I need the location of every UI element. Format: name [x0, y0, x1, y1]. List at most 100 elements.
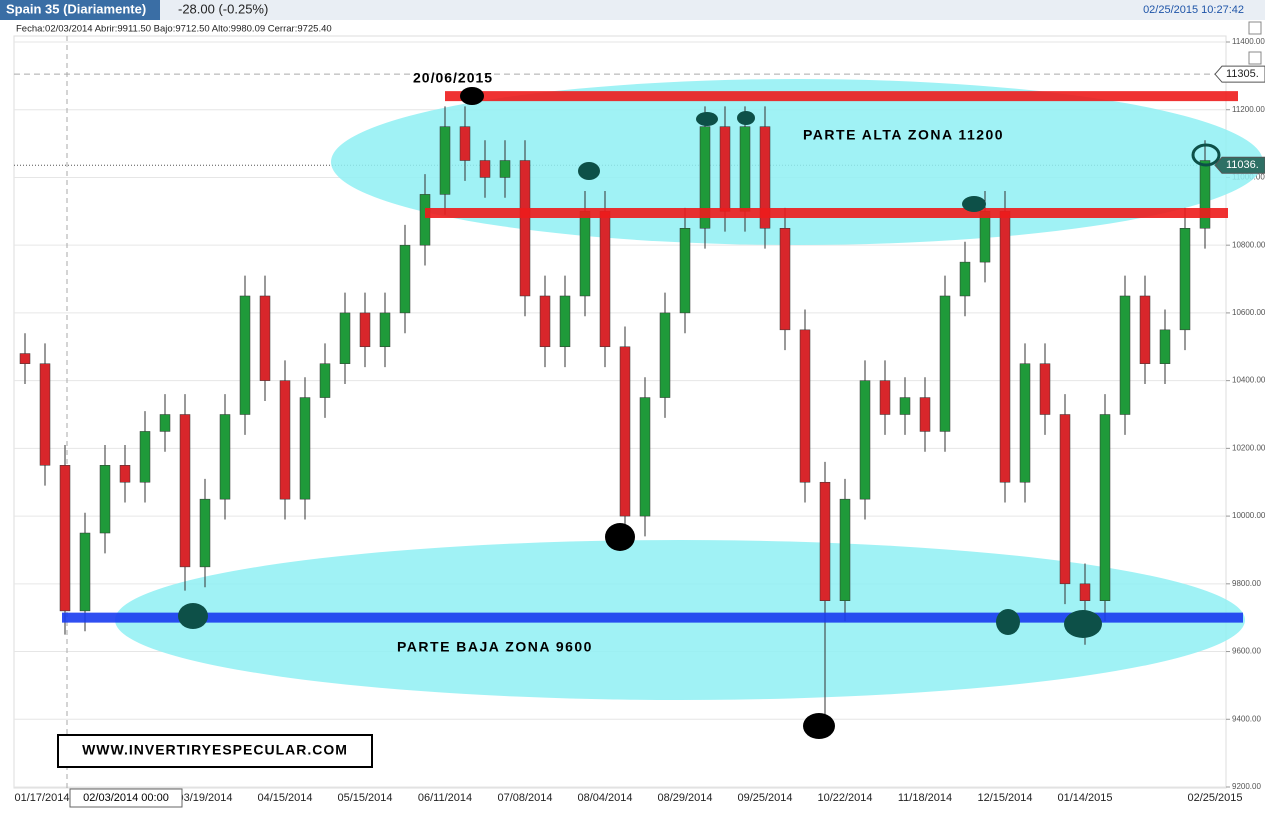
candle-body — [79, 532, 91, 612]
candle-body — [99, 465, 111, 534]
candle-body — [319, 363, 331, 398]
candle-body — [839, 498, 851, 601]
candle-body — [399, 244, 411, 314]
candle-body — [579, 211, 591, 297]
candle-body — [219, 414, 231, 500]
y-tick-label: 9600.00 — [1232, 647, 1261, 656]
symbol-tab — [0, 0, 160, 20]
y-tick-label: 11200.00 — [1232, 105, 1265, 114]
candle-body — [919, 397, 931, 432]
candle-body — [619, 346, 631, 517]
y-tick-label: 9800.00 — [1232, 579, 1261, 588]
marker — [737, 111, 755, 125]
candle-body — [279, 380, 291, 500]
marker — [460, 87, 484, 105]
upper-zone — [331, 79, 1263, 245]
candle-body — [779, 228, 791, 331]
candle-body — [859, 380, 871, 500]
annotation: PARTE BAJA ZONA 9600 — [397, 639, 593, 655]
x-tick-label: 07/08/2014 — [497, 792, 552, 804]
watermark-box — [57, 734, 373, 768]
marker — [178, 603, 208, 629]
candle-body — [979, 211, 991, 263]
candle-body — [499, 160, 511, 178]
candle-body — [1179, 228, 1191, 331]
candle-body — [359, 312, 371, 348]
candle-body — [939, 295, 951, 432]
candle-body — [1119, 295, 1131, 415]
candle-body — [479, 160, 491, 178]
x-tick-label: 11/18/2014 — [898, 792, 952, 804]
crosshair-label: 02/03/2014 00:00 — [83, 792, 169, 804]
candle-body — [1079, 583, 1091, 601]
candle-body — [39, 363, 51, 466]
candle-body — [519, 160, 531, 297]
candle-body — [899, 397, 911, 415]
marker — [578, 162, 600, 180]
info-line: Fecha:02/03/2014 Abrir:9911.50 Bajo:9712… — [16, 24, 332, 35]
candle-body — [259, 295, 271, 381]
plot-frame — [13, 35, 1227, 789]
x-tick-label: 05/15/2014 — [337, 792, 392, 804]
annotation: PARTE ALTA ZONA 11200 — [803, 127, 1004, 143]
candle-body — [639, 397, 651, 517]
candle-body — [1059, 414, 1071, 585]
y-tick-label: 9400.00 — [1232, 714, 1261, 723]
marker — [803, 713, 835, 739]
header-bar — [0, 0, 1265, 20]
y-tick-label: 10400.00 — [1232, 376, 1265, 385]
x-tick-label: 01/14/2015 — [1057, 792, 1112, 804]
price-tag-label: 11036. — [1226, 159, 1259, 171]
candle-body — [719, 126, 731, 212]
candle-body — [339, 312, 351, 364]
candle-body — [999, 211, 1011, 483]
candle-body — [1019, 363, 1031, 483]
candle-body — [1039, 363, 1051, 415]
candle-body — [459, 126, 471, 161]
x-tick-label: 03/19/2014 — [177, 792, 232, 804]
candle-body — [819, 481, 831, 601]
candle-body — [239, 295, 251, 415]
y-tick-label: 11400.00 — [1232, 37, 1265, 46]
marker — [696, 112, 718, 126]
candle-body — [159, 414, 171, 432]
marker — [605, 523, 635, 551]
candle-body — [1199, 160, 1211, 229]
marker — [996, 609, 1020, 635]
change: -28.00 (-0.25%) — [178, 1, 268, 16]
candle-body — [559, 295, 571, 348]
x-tick-label: 09/25/2014 — [737, 792, 792, 804]
candle-body — [799, 329, 811, 483]
x-tick-label: 10/22/2014 — [817, 792, 872, 804]
marker — [1191, 143, 1221, 167]
candle-body — [299, 397, 311, 500]
candle-body — [139, 431, 151, 483]
price-tag — [1214, 65, 1265, 83]
candle-body — [599, 211, 611, 348]
marker — [962, 196, 986, 212]
candle-body — [179, 414, 191, 568]
candle-body — [759, 126, 771, 229]
y-tick-label: 10200.00 — [1232, 443, 1265, 452]
y-tick-label: 10600.00 — [1232, 308, 1265, 317]
candle-body — [1159, 329, 1171, 364]
x-tick-label: 08/04/2014 — [577, 792, 632, 804]
x-tick-label: 01/17/2014 — [14, 792, 69, 804]
candle-body — [199, 498, 211, 568]
candle-body — [419, 194, 431, 246]
candle-body — [439, 126, 451, 195]
markers — [178, 87, 1221, 739]
candle-body — [739, 126, 751, 212]
candle-body — [879, 380, 891, 415]
timestamp: 02/25/2015 10:27:42 — [1143, 4, 1244, 16]
crosshair-box — [69, 788, 183, 808]
candle-body — [699, 126, 711, 229]
price-tag-label: 11305. — [1226, 68, 1259, 80]
y-tick-label: 9200.00 — [1232, 782, 1261, 791]
x-tick-label: 08/29/2014 — [657, 792, 712, 804]
x-tick-label: 04/15/2014 — [257, 792, 312, 804]
candle-body — [379, 312, 391, 348]
window-button[interactable] — [1248, 21, 1262, 35]
window-button[interactable] — [1248, 51, 1262, 65]
